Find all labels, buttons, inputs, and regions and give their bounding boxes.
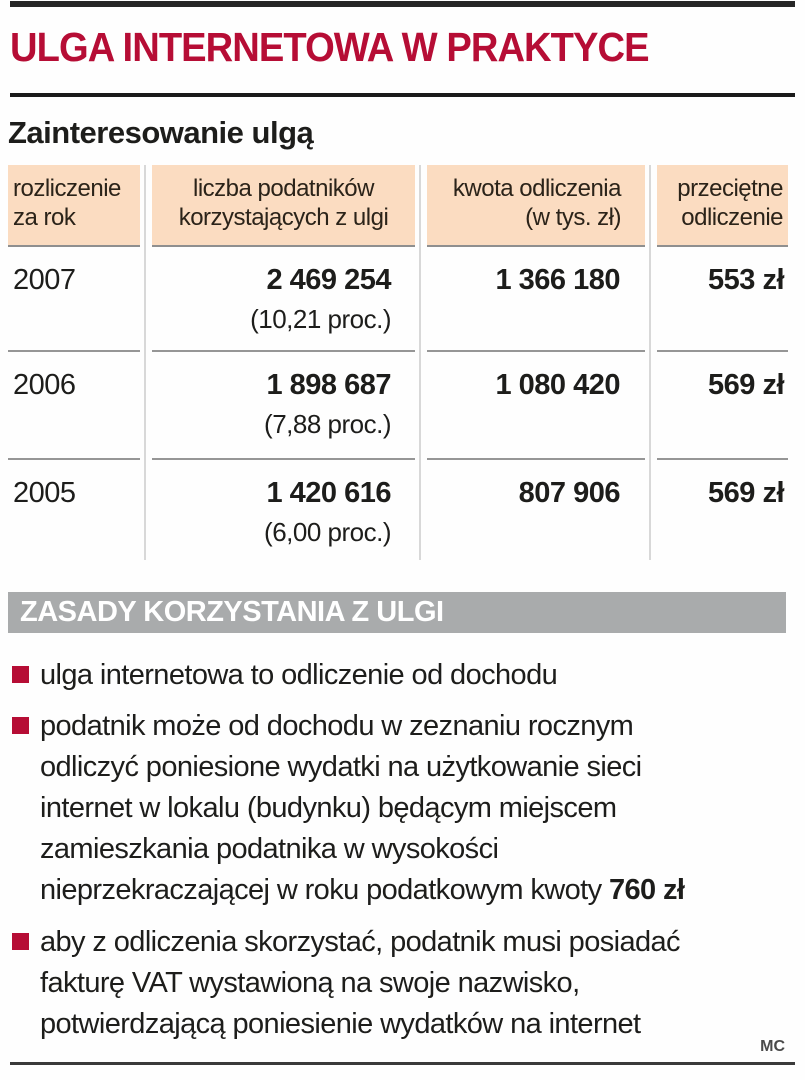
table-row-year: 2006 — [8, 352, 140, 460]
table-row-amount: 1 366 180 — [427, 247, 645, 352]
rule-text-line: aby z odliczenia skorzystać, podatnik mu… — [40, 926, 681, 958]
page-title: ULGA INTERNETOWA W PRAKTYCE — [10, 24, 650, 70]
column-header-taxpayers: liczba podatników korzystających z ulgi — [152, 165, 415, 247]
bottom-divider-line — [10, 1062, 795, 1065]
rule-text-line: internet w lokalu (budynku) będącym miej… — [40, 792, 617, 824]
interest-table: rozliczenie za rok liczba podatników kor… — [8, 165, 788, 560]
header-line: przeciętne — [677, 175, 783, 202]
column-header-year: rozliczenie za rok — [8, 165, 140, 247]
table-row-taxpayers: 1 898 687 (7,88 proc.) — [152, 352, 415, 460]
rule-amount-highlight: 760 zł — [608, 874, 685, 906]
table-row-average: 569 zł — [708, 477, 785, 509]
rule-text-line: odliczyć poniesione wydatki na użytkowan… — [40, 751, 642, 783]
header-line: rozliczenie — [13, 175, 121, 202]
rule-text-line: zamieszkania podatnika w wysokości — [40, 833, 499, 865]
column-separator — [649, 165, 651, 560]
rule-text-line: nieprzekraczającej w roku podatkowym kwo… — [40, 870, 685, 911]
column-header-average: przeciętne odliczenie — [657, 165, 788, 247]
taxpayers-percent: (6,00 proc.) — [264, 517, 391, 547]
taxpayers-value: 2 469 254 — [266, 264, 391, 296]
header-line: (w tys. zł) — [525, 204, 621, 231]
header-line: kwota odliczenia — [452, 175, 622, 202]
top-divider-bar — [10, 1, 795, 7]
rule-text-line: podatnik może od dochodu w zeznaniu rocz… — [40, 710, 634, 742]
column-separator — [419, 165, 421, 560]
title-divider-line — [10, 93, 795, 97]
header-line: korzystających z ulgi — [178, 204, 389, 231]
rules-section-heading: ZASADY KORZYSTANIA Z ULGI — [8, 592, 786, 633]
rule-text-segment: nieprzekraczającej w roku podatkowym kwo… — [40, 874, 609, 906]
table-row-year: 2005 — [13, 477, 76, 509]
taxpayers-percent: (10,21 proc.) — [250, 304, 391, 334]
table-row-amount: 807 906 — [518, 477, 621, 509]
header-line: za rok — [13, 204, 76, 231]
rule-bullet-3: aby z odliczenia skorzystać, podatnik mu… — [12, 922, 681, 1045]
taxpayers-percent: (7,88 proc.) — [264, 409, 391, 439]
bullet-square-icon — [12, 717, 29, 734]
bullet-square-icon — [12, 666, 29, 683]
rule-text-line: ulga internetowa to odliczenie od dochod… — [40, 659, 558, 691]
rule-text-line: potwierdzającą poniesienie wydatków na i… — [40, 1008, 641, 1040]
bullet-square-icon — [12, 933, 29, 950]
table-row-amount: 1 080 420 — [427, 352, 645, 460]
header-line: liczba podatników — [193, 175, 374, 202]
author-credit: MC — [760, 1038, 785, 1055]
rule-bullet-1: ulga internetowa to odliczenie od dochod… — [12, 655, 558, 696]
taxpayers-value: 1 420 616 — [266, 477, 391, 509]
table-row-taxpayers: 2 469 254 (10,21 proc.) — [152, 247, 415, 352]
table-row-taxpayers: 1 420 616 (6,00 proc.) — [152, 460, 415, 560]
header-line: odliczenie — [681, 204, 783, 231]
column-header-amount: kwota odliczenia (w tys. zł) — [427, 165, 645, 247]
table-section-heading: Zainteresowanie ulgą — [8, 115, 314, 150]
column-separator — [144, 165, 146, 560]
table-row-year: 2007 — [8, 247, 140, 352]
taxpayers-value: 1 898 687 — [266, 369, 391, 401]
rule-bullet-2: podatnik może od dochodu w zeznaniu rocz… — [12, 706, 685, 911]
table-row-average: 553 zł — [657, 247, 788, 352]
rule-text-line: fakturę VAT wystawioną na swoje nazwisko… — [40, 967, 580, 999]
table-row-average: 569 zł — [657, 352, 788, 460]
